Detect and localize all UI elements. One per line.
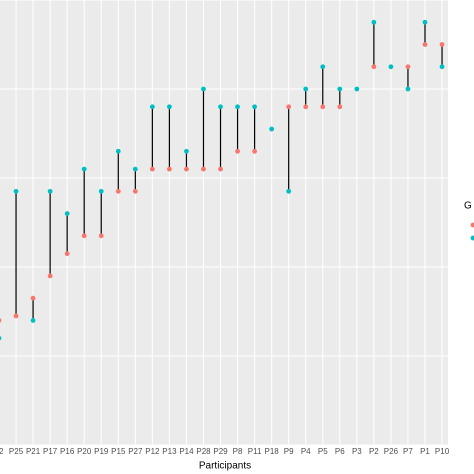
dot xyxy=(422,42,428,47)
x-tick-label: P13 xyxy=(162,447,177,456)
dot xyxy=(337,86,343,92)
dot xyxy=(0,318,2,323)
x-tick-label: P25 xyxy=(9,447,24,456)
dot xyxy=(184,166,189,172)
x-tick-label: P7 xyxy=(403,447,413,456)
x-axis-title: Participants xyxy=(199,461,251,472)
dot xyxy=(303,86,309,92)
dot xyxy=(30,295,36,301)
x-tick-label: P10 xyxy=(435,447,450,456)
dot xyxy=(235,148,240,154)
x-tick-label: P3 xyxy=(352,447,362,456)
dot xyxy=(184,148,189,154)
dot xyxy=(320,64,326,70)
dot xyxy=(64,211,70,217)
dot xyxy=(115,188,121,194)
dot xyxy=(422,19,428,25)
dot xyxy=(81,166,87,172)
dot xyxy=(30,318,36,323)
dot xyxy=(149,166,155,172)
x-tick-label: P2 xyxy=(369,447,379,456)
x-tick-label: P21 xyxy=(26,447,41,456)
dot xyxy=(0,336,2,341)
x-tick-label: P27 xyxy=(128,447,143,456)
dot xyxy=(167,104,172,110)
dot xyxy=(235,104,240,110)
x-tick-label: P14 xyxy=(179,447,194,456)
dot xyxy=(98,233,104,239)
x-tick-label: P12 xyxy=(145,447,160,456)
dot xyxy=(269,126,275,132)
dot xyxy=(201,166,206,172)
dot xyxy=(47,188,53,194)
dot xyxy=(405,86,411,92)
x-tick-label: P1 xyxy=(420,447,430,456)
x-tick-label: P29 xyxy=(213,447,228,456)
dot xyxy=(149,104,155,110)
panel xyxy=(0,0,448,445)
x-tick-label: P16 xyxy=(60,447,75,456)
dot xyxy=(371,19,377,25)
legend-key xyxy=(470,235,474,241)
dot xyxy=(81,233,87,239)
x-tick-label: P6 xyxy=(335,447,345,456)
x-tick-label: P8 xyxy=(233,447,243,456)
x-tick-label: 22 xyxy=(0,447,4,456)
x-tick-label: P17 xyxy=(43,447,58,456)
dot xyxy=(115,148,121,154)
dot xyxy=(439,64,445,70)
dot xyxy=(218,104,223,110)
dot xyxy=(13,313,19,319)
x-tick-label: P18 xyxy=(265,447,280,456)
dot xyxy=(47,273,53,279)
dot xyxy=(388,64,394,70)
dot xyxy=(252,104,257,110)
dot xyxy=(132,166,138,172)
dot xyxy=(320,104,326,110)
dot xyxy=(64,251,70,257)
x-tick-label: P11 xyxy=(248,447,262,456)
x-tick-label: P26 xyxy=(384,447,399,456)
dot xyxy=(405,64,411,70)
dot xyxy=(303,104,309,110)
x-tick-label: P20 xyxy=(77,447,92,456)
dot xyxy=(354,86,360,92)
x-tick-label: P15 xyxy=(111,447,126,456)
dot xyxy=(286,104,292,110)
x-tick-label: P5 xyxy=(318,447,328,456)
dot xyxy=(252,148,257,154)
dot xyxy=(201,86,206,92)
dot xyxy=(439,42,445,47)
x-tick-label: P9 xyxy=(284,447,294,456)
dot xyxy=(13,188,19,194)
dot xyxy=(132,188,138,194)
dot xyxy=(167,166,172,172)
dot xyxy=(286,188,292,194)
dot xyxy=(337,104,343,110)
x-tick-label: P4 xyxy=(301,447,311,456)
dot xyxy=(218,166,223,172)
dot xyxy=(98,188,104,194)
legend-key xyxy=(470,222,474,228)
x-tick-label: P19 xyxy=(94,447,109,456)
dot xyxy=(371,64,377,70)
legend-title: G xyxy=(464,201,472,212)
x-tick-label: P28 xyxy=(196,447,211,456)
